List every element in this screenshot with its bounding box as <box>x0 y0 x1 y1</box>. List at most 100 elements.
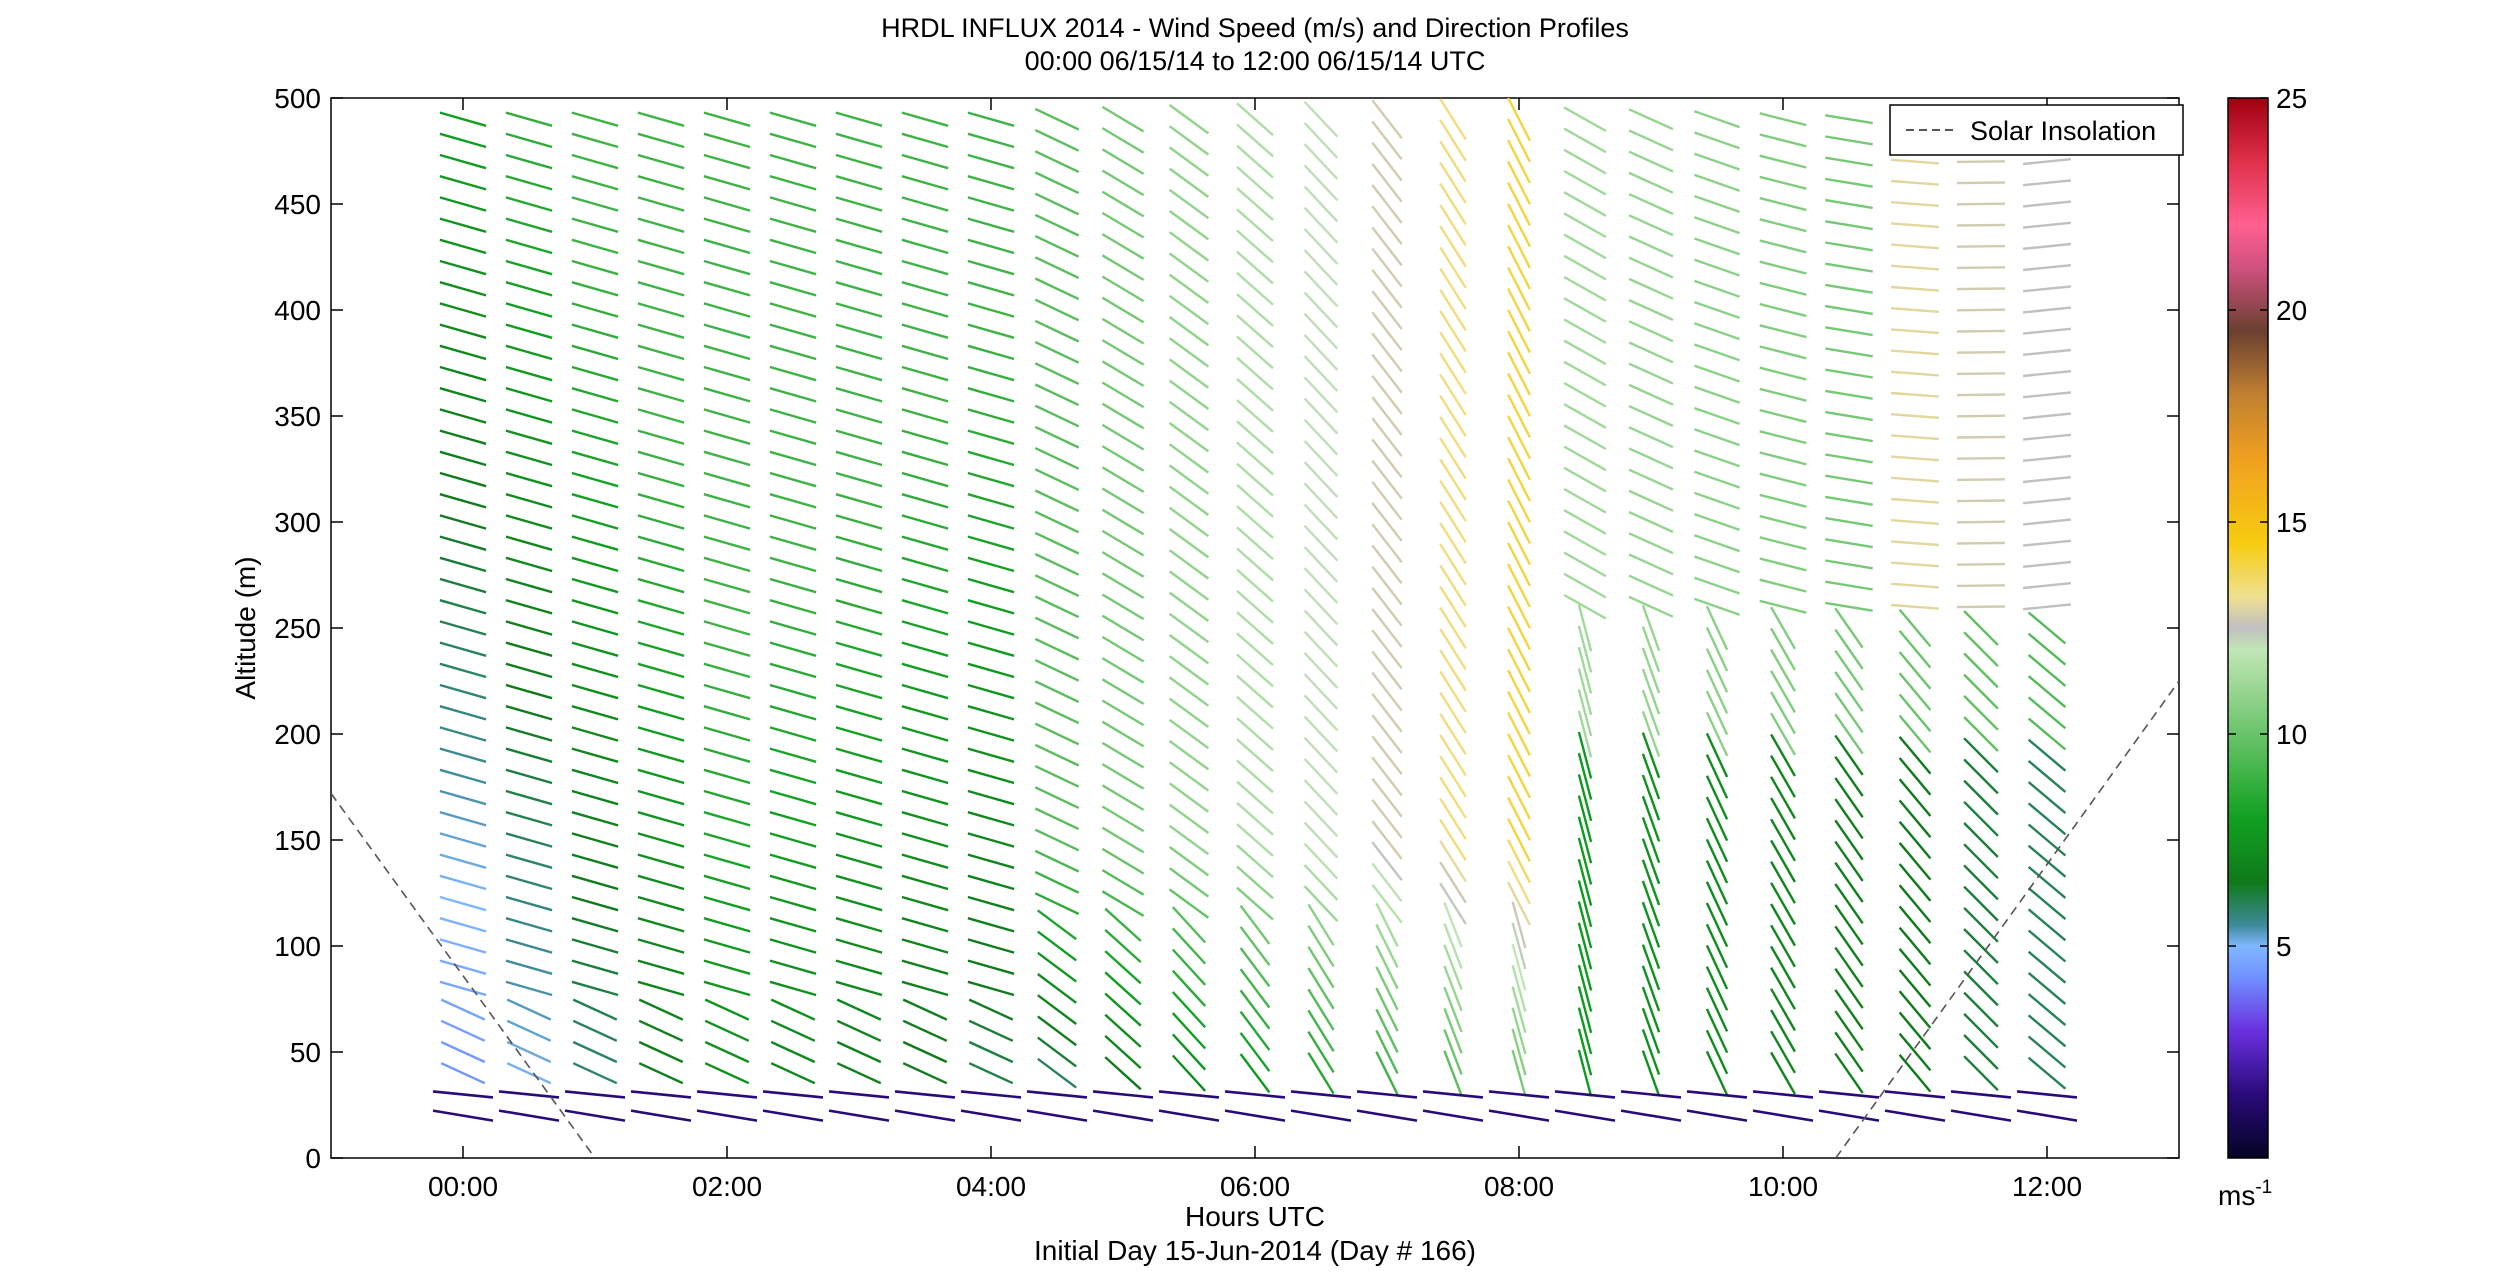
wind-vector <box>1101 233 1145 260</box>
wind-vector-surface <box>498 1090 560 1099</box>
wind-vector <box>1963 800 1999 837</box>
wind-vector <box>571 832 619 848</box>
wind-vector <box>1371 311 1403 351</box>
wind-vector <box>1034 171 1080 195</box>
wind-vector <box>1891 243 1939 250</box>
wind-vector <box>1168 273 1210 304</box>
wind-vector <box>1034 362 1080 385</box>
wind-vector <box>1375 966 1399 1011</box>
wind-vector <box>901 705 949 721</box>
wind-vector <box>901 641 949 657</box>
wind-vector <box>571 620 619 636</box>
wind-vector <box>1770 733 1796 777</box>
wind-vector <box>1511 1028 1527 1076</box>
wind-vector <box>1371 650 1403 691</box>
wind-vector <box>1171 1033 1207 1071</box>
wind-vector <box>1628 171 1674 194</box>
wind-vector-surface <box>1884 1090 1946 1099</box>
wind-vector <box>2022 179 2072 187</box>
wind-vector <box>835 514 883 530</box>
wind-vector-surface <box>432 1090 494 1099</box>
wind-vector <box>1371 205 1403 245</box>
wind-vector <box>1034 256 1080 279</box>
wind-vector <box>1694 343 1740 362</box>
wind-vector <box>505 832 553 848</box>
wind-vector <box>1101 381 1145 409</box>
wind-vector <box>571 196 619 212</box>
wind-vector <box>1628 595 1674 618</box>
wind-vector <box>967 874 1015 891</box>
wind-vector <box>1628 299 1674 321</box>
wind-vector <box>1759 451 1807 466</box>
wind-vector <box>505 535 553 551</box>
wind-vector <box>1563 551 1607 578</box>
wind-vector <box>835 344 883 361</box>
wind-vector <box>1236 590 1274 624</box>
wind-vector <box>1236 653 1274 688</box>
wind-vector <box>1507 733 1531 778</box>
wind-vector <box>1439 797 1467 840</box>
wind-vector <box>1641 965 1661 1012</box>
wind-vector <box>1507 584 1531 629</box>
wind-vector <box>1834 883 1864 924</box>
wind-vector <box>1563 445 1607 472</box>
wind-vector <box>1303 800 1339 838</box>
wind-vector <box>439 874 487 891</box>
wind-vector <box>1104 929 1142 963</box>
wind-vector <box>1956 223 2006 227</box>
wind-vector <box>1825 283 1873 294</box>
wind-vector <box>770 1062 816 1085</box>
wind-vector <box>1898 884 1932 923</box>
wind-vector <box>1168 188 1210 220</box>
wind-vector <box>1236 314 1274 348</box>
wind-vector <box>1439 225 1467 268</box>
wind-vector <box>506 1062 552 1085</box>
wind-vector <box>770 1019 816 1042</box>
wind-vector <box>1375 987 1399 1032</box>
wind-vector-surface <box>696 1090 758 1099</box>
wind-vector <box>1628 447 1674 470</box>
wind-vector <box>967 196 1015 212</box>
wind-vector <box>2022 412 2072 420</box>
wind-vector <box>1956 160 2006 164</box>
wind-vector <box>1759 324 1807 339</box>
wind-vector <box>1239 1032 1271 1072</box>
wind-vector <box>1963 779 1999 816</box>
wind-vector <box>1037 994 1077 1025</box>
wind-vector <box>835 874 883 891</box>
wind-vector <box>439 599 487 615</box>
wind-vector <box>637 705 685 721</box>
wind-vector-surface <box>1290 1090 1352 1099</box>
wind-vector <box>1705 1050 1729 1096</box>
wind-vector <box>1641 604 1661 652</box>
wind-vector <box>1236 293 1274 327</box>
wind-vector <box>505 641 553 657</box>
wind-vector <box>901 768 949 785</box>
wind-vector <box>1439 819 1467 861</box>
wind-vector <box>901 450 949 467</box>
wind-vector-surface <box>894 1090 956 1099</box>
wind-vector <box>1375 923 1399 969</box>
wind-vector <box>1834 692 1864 734</box>
wind-vector <box>835 387 883 403</box>
wind-vector <box>571 535 619 551</box>
wind-vector <box>1834 798 1864 840</box>
wind-vector <box>1236 547 1274 582</box>
wind-vector <box>1705 669 1729 714</box>
wind-vector <box>440 998 486 1021</box>
wind-vector <box>703 471 751 488</box>
wind-vector <box>1307 946 1335 989</box>
wind-vector <box>505 493 553 509</box>
wind-vector <box>2027 675 2067 709</box>
wind-vector <box>1898 842 1932 881</box>
wind-vector <box>1507 563 1531 608</box>
wind-vector <box>1641 626 1661 673</box>
wind-vector <box>1439 352 1467 395</box>
wind-vector <box>1956 244 2006 248</box>
wind-vector <box>703 980 751 997</box>
wind-vector <box>1101 402 1145 430</box>
wind-vector <box>703 365 751 382</box>
wind-vector <box>1956 456 2006 460</box>
wind-vector <box>571 429 619 445</box>
wind-vector <box>901 980 949 997</box>
